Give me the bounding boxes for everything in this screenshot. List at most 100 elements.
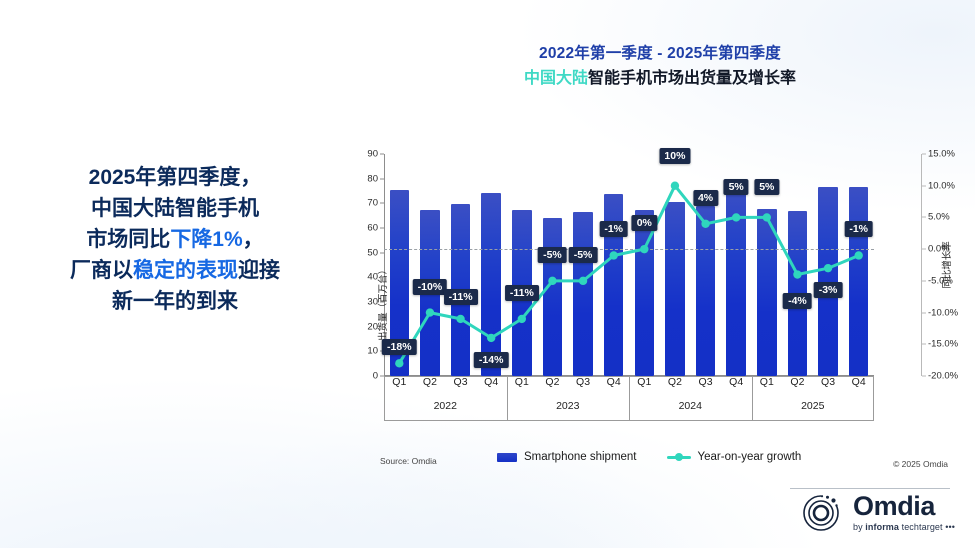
growth-data-label: -4%	[783, 292, 812, 309]
growth-data-label: -11%	[504, 284, 539, 301]
combo-chart: 出货量（百万台） 同比增长率 90 80 70 60 50 40 30 20 10 0 15.0%…	[336, 146, 958, 426]
title-subject: 中国大陆智能手机市场出货量及增长率	[380, 68, 940, 90]
x-axis-left-rule	[384, 376, 385, 420]
tagline-techtarget: techtarget	[899, 521, 943, 532]
growth-point[interactable]	[762, 213, 772, 222]
growth-point[interactable]	[854, 251, 863, 260]
shipment-bar[interactable]	[603, 193, 624, 376]
y-tick-mark	[380, 375, 384, 377]
tagline-informa: informa	[865, 521, 899, 532]
y2-tick-label: -5.0%	[928, 275, 953, 287]
bar-slot	[384, 154, 415, 376]
legend-item-shipment[interactable]: Smartphone shipment	[497, 451, 637, 463]
growth-point[interactable]	[609, 251, 618, 260]
lead-highlight-decline: 下降1%	[170, 228, 243, 251]
y-tick-label: 0	[372, 370, 378, 382]
growth-point[interactable]	[670, 181, 680, 190]
growth-point[interactable]	[425, 308, 435, 317]
growth-data-label: -1%	[599, 221, 629, 238]
growth-data-label: -18%	[382, 339, 417, 356]
growth-point[interactable]	[823, 263, 833, 273]
x-axis: Q1 Q2 Q3 Q4 Q1 Q2 Q3 Q4 Q1 Q2 Q3 Q4 Q1 Q2 Q3 Q4 2022 202…	[384, 376, 874, 422]
quarter-label: Q4	[606, 376, 621, 388]
lead-highlight-stable: 稳定的表现	[133, 259, 238, 282]
lead-line-4c: 迎接	[238, 259, 280, 282]
legend-item-growth[interactable]: Year-on-year growth	[666, 451, 802, 463]
y-tick-mark	[380, 227, 384, 229]
shipment-bar[interactable]	[757, 209, 777, 376]
y-tick-mark	[380, 178, 384, 180]
y2-tick-label: 10.0%	[928, 180, 955, 192]
bar-slot	[721, 154, 752, 376]
line-swatch-icon	[666, 452, 691, 462]
bar-slot	[690, 154, 721, 376]
y-tick-label: 70	[367, 197, 378, 209]
year-separator	[751, 376, 753, 420]
y2-tick-mark	[922, 312, 926, 314]
y2-tick-label: 5.0%	[928, 211, 950, 223]
shipment-bar[interactable]	[695, 205, 716, 376]
growth-data-label: 5%	[723, 179, 749, 196]
legend-label-growth: Year-on-year growth	[697, 451, 802, 463]
growth-point[interactable]	[578, 276, 588, 286]
y2-tick-mark	[922, 248, 926, 250]
quarter-label: Q1	[759, 376, 774, 388]
y2-tick-mark	[922, 153, 926, 155]
y-tick-label: 80	[367, 173, 378, 185]
bar-slot	[752, 154, 783, 376]
quarter-label: Q3	[821, 376, 836, 388]
growth-point[interactable]	[640, 244, 649, 254]
growth-point[interactable]	[701, 219, 710, 228]
bar-swatch-icon	[497, 452, 517, 462]
growth-line-series	[395, 181, 863, 368]
year-labels: 2022 2023 2024 2025	[384, 400, 874, 412]
growth-point[interactable]	[731, 213, 741, 222]
shipment-bar[interactable]	[665, 202, 685, 376]
y-tick-mark	[380, 301, 384, 303]
lead-line-5: 新一年的到来	[112, 290, 238, 313]
growth-point[interactable]	[456, 314, 465, 324]
chart-title: 2022年第一季度 - 2025年第四季度 中国大陆智能手机市场出货量及增长率	[380, 44, 940, 90]
growth-point[interactable]	[793, 270, 802, 279]
year-separator	[629, 376, 630, 420]
y2-tick-mark	[922, 216, 926, 218]
quarter-label: Q3	[453, 376, 468, 388]
shipment-bar[interactable]	[818, 187, 838, 376]
source-note: Source: Omdia	[380, 456, 437, 466]
quarter-label: Q2	[667, 376, 682, 388]
quarter-label: Q3	[698, 376, 713, 388]
growth-point[interactable]	[395, 359, 404, 368]
quarter-label: Q4	[729, 376, 744, 388]
lead-line-4a: 厂商以	[70, 259, 133, 282]
shipment-bar[interactable]	[389, 189, 410, 376]
title-period: 2022年第一季度 - 2025年第四季度	[539, 45, 781, 62]
lead-line-3c: ，	[242, 228, 264, 251]
y-tick-mark	[380, 252, 384, 254]
growth-point[interactable]	[517, 314, 527, 324]
growth-data-label: -1%	[844, 221, 874, 238]
quarter-label: Q4	[851, 376, 866, 388]
growth-data-label: 5%	[754, 179, 780, 196]
bar-slot	[660, 154, 691, 376]
growth-data-label: -5%	[568, 246, 598, 263]
quarter-label: Q2	[545, 376, 560, 388]
omdia-name: Omdia	[852, 490, 936, 521]
growth-point[interactable]	[548, 276, 557, 286]
y-tick-label: 30	[367, 296, 378, 308]
y2-axis-line	[921, 154, 922, 376]
y-tick-label: 40	[367, 271, 378, 283]
quarter-label: Q1	[637, 376, 652, 388]
x-axis-right-rule	[873, 376, 874, 420]
shipment-bar[interactable]	[481, 192, 501, 376]
year-label: 2022	[433, 400, 457, 412]
growth-point[interactable]	[486, 333, 496, 343]
growth-data-label: -10%	[412, 278, 448, 295]
tagline-by: by	[852, 521, 866, 532]
y-tick-label: 50	[367, 247, 378, 259]
lead-line-2: 中国大陆智能手机	[91, 197, 259, 220]
lead-line-3: 市场同比下降1%，	[22, 224, 328, 255]
y2-tick-mark	[922, 343, 926, 345]
shipment-bar[interactable]	[726, 186, 746, 376]
y-tick-mark	[380, 153, 384, 155]
y-tick-label: 20	[367, 321, 378, 333]
